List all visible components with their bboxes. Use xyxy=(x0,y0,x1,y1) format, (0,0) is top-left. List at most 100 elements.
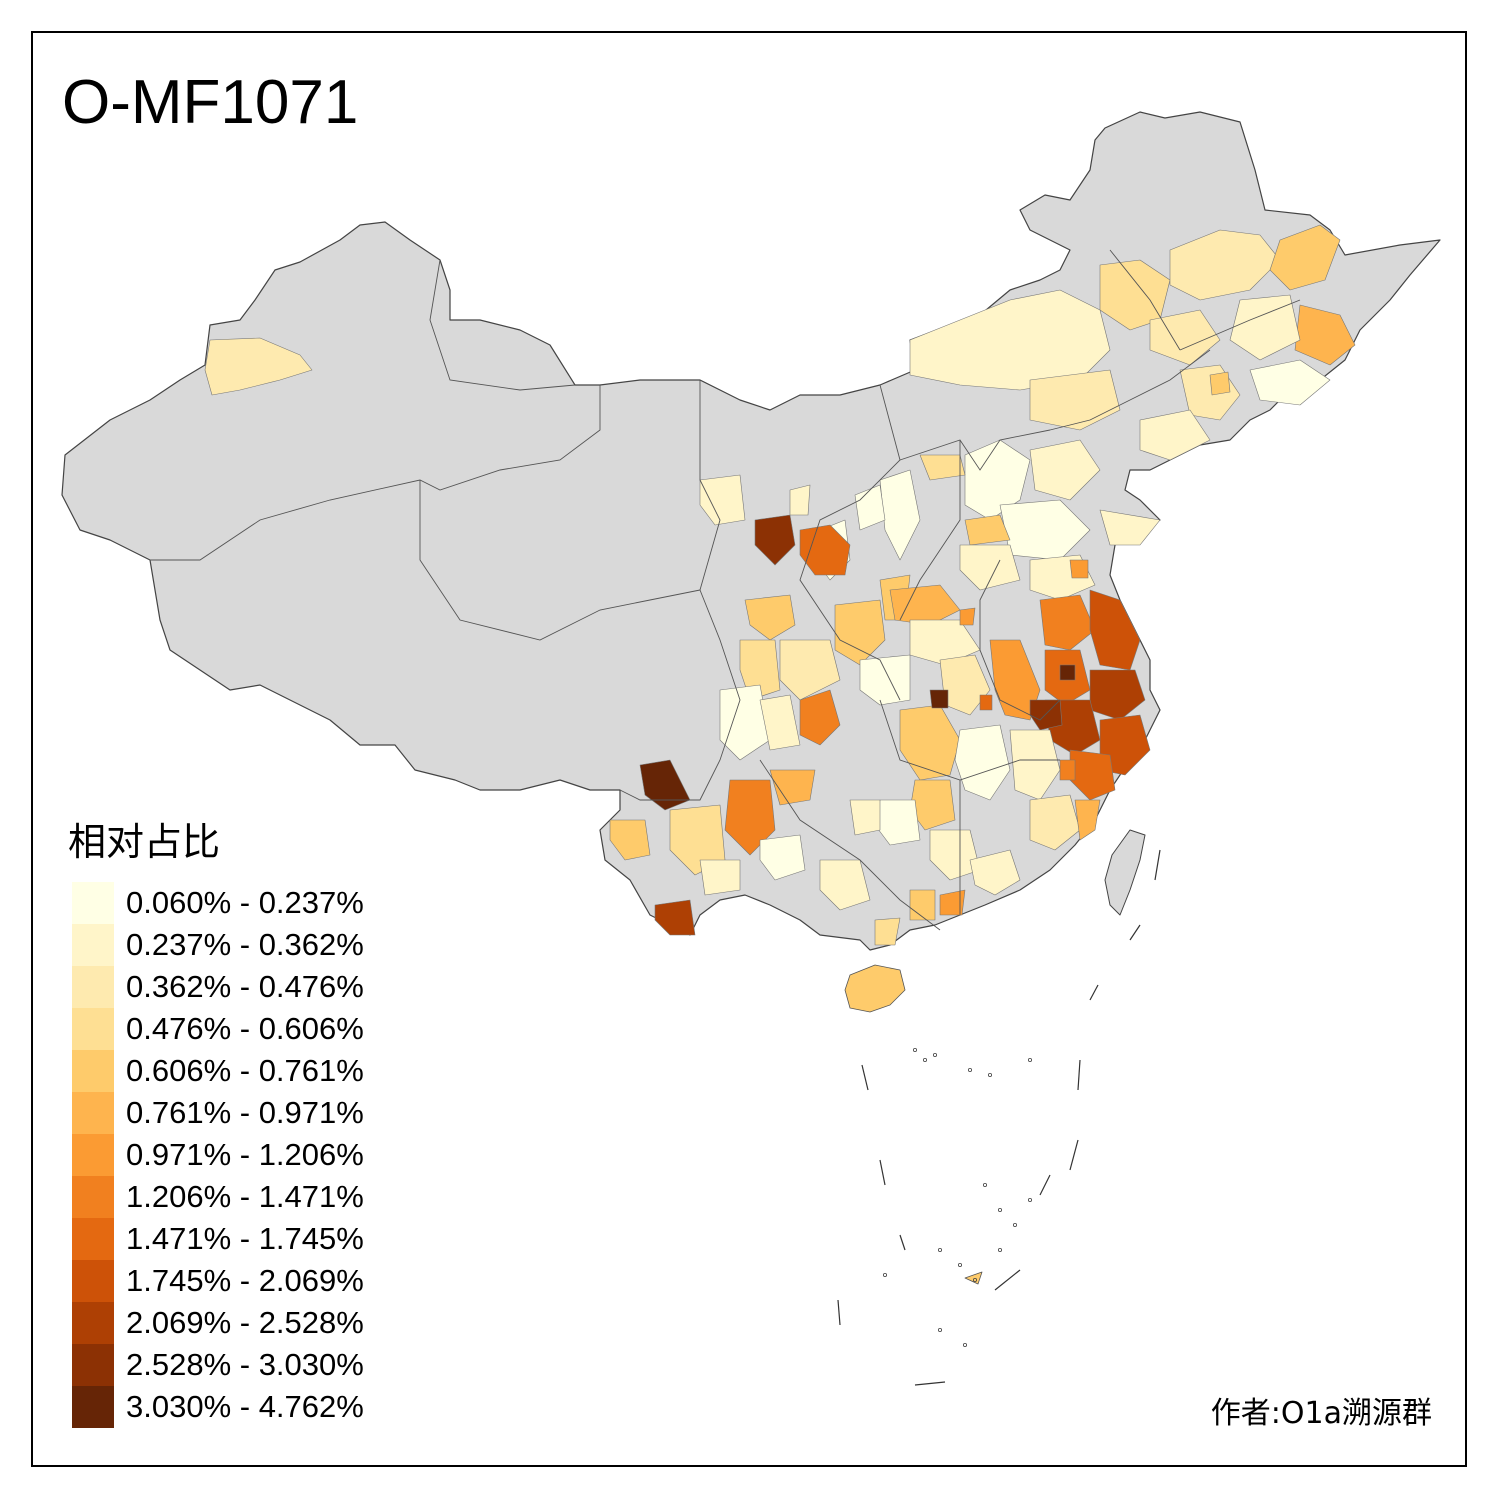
region-fill xyxy=(799,524,851,576)
legend-swatch xyxy=(72,924,114,966)
province-boundary xyxy=(419,480,701,641)
province-boundary xyxy=(619,380,741,801)
island-dot xyxy=(998,1248,1003,1253)
nine-dash-line-segment xyxy=(994,1269,1021,1291)
legend-swatch xyxy=(72,1344,114,1386)
nine-dash-line-segment xyxy=(1154,849,1161,881)
legend-swatch xyxy=(72,1386,114,1428)
region-fill xyxy=(1169,229,1281,301)
region-fill xyxy=(799,689,841,746)
region-fill xyxy=(1039,594,1096,651)
island-dot xyxy=(883,1273,888,1278)
legend-label: 1.471% - 1.745% xyxy=(126,1221,364,1256)
legend-label: 0.362% - 0.476% xyxy=(126,969,364,1004)
province-boundary xyxy=(759,759,941,931)
legend-label: 0.237% - 0.362% xyxy=(126,927,364,962)
province-boundary xyxy=(429,259,576,391)
island-dot xyxy=(968,1068,973,1073)
region-fill xyxy=(759,834,806,881)
legend: 相对占比 0.060% - 0.237% 0.237% - 0.362% 0.362… xyxy=(68,820,364,1428)
legend-item: 0.476% - 0.606% xyxy=(72,1008,364,1050)
legend-item: 0.606% - 0.761% xyxy=(72,1050,364,1092)
region-fill xyxy=(204,337,313,396)
legend-label: 0.971% - 1.206% xyxy=(126,1137,364,1172)
legend-label: 0.476% - 0.606% xyxy=(126,1011,364,1046)
legend-label: 2.069% - 2.528% xyxy=(126,1305,364,1340)
legend-item: 1.745% - 2.069% xyxy=(72,1260,364,1302)
region-fill xyxy=(939,889,966,916)
island-dot xyxy=(1028,1058,1033,1063)
island-dot xyxy=(973,1278,978,1283)
legend-item: 1.206% - 1.471% xyxy=(72,1176,364,1218)
province-boundary xyxy=(1179,299,1301,351)
island-dot xyxy=(1028,1198,1033,1203)
nine-dash-line-segment xyxy=(1069,1139,1079,1171)
region-fill xyxy=(759,694,801,751)
region-fill xyxy=(1149,309,1221,366)
region-fill xyxy=(744,594,796,641)
legend-item: 2.528% - 3.030% xyxy=(72,1344,364,1386)
legend-swatch xyxy=(72,1050,114,1092)
island-dot xyxy=(998,1208,1003,1213)
region-fill xyxy=(779,639,841,701)
region-fill xyxy=(959,607,976,626)
map-frame xyxy=(31,31,1467,1467)
province-boundary xyxy=(1109,249,1181,351)
region-fill xyxy=(1029,369,1121,431)
legend-swatch xyxy=(72,1092,114,1134)
nine-dash-line-segment xyxy=(837,1299,841,1326)
nine-dash-line-segment xyxy=(1039,1174,1051,1196)
legend-item: 3.030% - 4.762% xyxy=(72,1386,364,1428)
legend-label: 0.060% - 0.237% xyxy=(126,885,364,920)
region-fill xyxy=(1069,559,1089,579)
region-fill xyxy=(959,544,1021,591)
island-dot xyxy=(938,1248,943,1253)
region-fill xyxy=(1029,699,1063,731)
region-fill xyxy=(929,829,981,881)
region-fill xyxy=(879,469,921,561)
region-fill xyxy=(909,889,936,921)
region-fill xyxy=(979,694,993,711)
region-fill xyxy=(699,474,746,526)
region-fill xyxy=(929,689,949,709)
author-credit: 作者:O1a溯源群 xyxy=(1210,1396,1432,1431)
island-dot xyxy=(963,1343,968,1348)
region-fill xyxy=(719,684,771,761)
nine-dash-line-segment xyxy=(899,1234,906,1251)
island-dot xyxy=(913,1048,918,1053)
region-fill xyxy=(889,584,961,626)
region-fill xyxy=(989,639,1041,721)
legend-swatch xyxy=(72,1302,114,1344)
region-fill xyxy=(819,859,871,911)
nine-dash-line-segment xyxy=(861,1064,869,1091)
region-fill xyxy=(609,819,651,861)
legend-label: 2.528% - 3.030% xyxy=(126,1347,364,1382)
legend-item: 0.362% - 0.476% xyxy=(72,966,364,1008)
region-fill xyxy=(654,899,696,936)
legend-label: 3.030% - 4.762% xyxy=(126,1389,364,1424)
region-hainan xyxy=(844,964,906,1013)
legend-item: 1.471% - 1.745% xyxy=(72,1218,364,1260)
island-dot xyxy=(958,1263,963,1268)
prefecture-regions xyxy=(204,224,1356,1285)
region-fill xyxy=(1249,359,1331,406)
region-fill xyxy=(859,654,911,706)
region-fill xyxy=(699,859,741,896)
island-dot xyxy=(938,1328,943,1333)
legend-item: 0.971% - 1.206% xyxy=(72,1134,364,1176)
region-fill xyxy=(1059,759,1076,781)
legend-label: 1.206% - 1.471% xyxy=(126,1179,364,1214)
province-boundary xyxy=(799,384,901,701)
region-fill xyxy=(1074,799,1101,841)
region-fill xyxy=(1229,294,1301,361)
region-fill xyxy=(919,454,966,481)
legend-swatch xyxy=(72,1176,114,1218)
region-fill xyxy=(769,769,816,806)
region-fill xyxy=(849,799,881,836)
region-fill xyxy=(1269,224,1341,291)
legend-label: 0.761% - 0.971% xyxy=(126,1095,364,1130)
nine-dash-line-segment xyxy=(879,1159,886,1186)
region-fill xyxy=(739,639,781,701)
region-fill xyxy=(1059,664,1076,681)
